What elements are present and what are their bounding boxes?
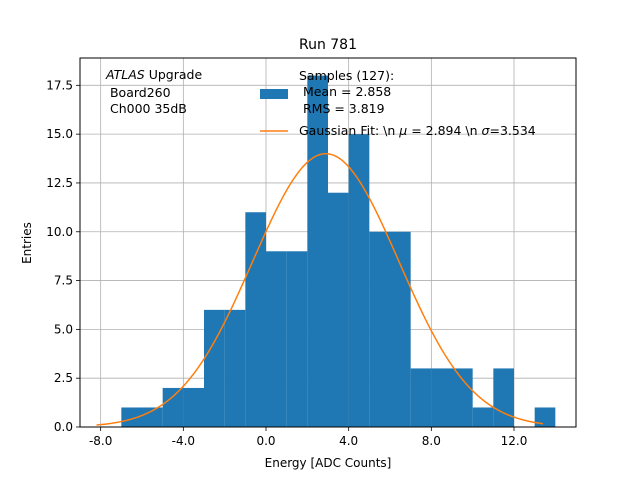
legend-fit-sigma: =3.534 bbox=[489, 123, 535, 138]
histogram-bar bbox=[472, 407, 494, 427]
histogram-bar bbox=[452, 368, 473, 427]
upgrade-label: Upgrade bbox=[145, 67, 203, 82]
x-axis-ticks: -8.0 -4.0 0.0 4.0 8.0 12.0 bbox=[89, 427, 527, 448]
legend: Samples (127): Mean = 2.858 RMS = 3.819 … bbox=[260, 68, 536, 138]
x-tick-label: 8.0 bbox=[422, 434, 441, 448]
atlas-upgrade-text: ATLAS Upgrade bbox=[105, 67, 202, 82]
histogram-bar bbox=[534, 407, 556, 427]
y-tick-label: 15.0 bbox=[46, 127, 73, 141]
y-axis-label: Entries bbox=[20, 222, 34, 264]
legend-fit-mu: = 2.894 \n bbox=[407, 123, 481, 138]
legend-bars-swatch bbox=[260, 89, 288, 99]
histogram-bar bbox=[328, 192, 349, 427]
histogram-bar bbox=[286, 251, 308, 427]
channel-label: Ch000 35dB bbox=[106, 101, 187, 116]
y-tick-label: 7.5 bbox=[54, 274, 73, 288]
y-tick-label: 10.0 bbox=[46, 225, 73, 239]
y-tick-label: 5.0 bbox=[54, 322, 73, 336]
histogram-bar bbox=[121, 407, 142, 427]
x-tick-label: 12.0 bbox=[501, 434, 528, 448]
y-tick-label: 2.5 bbox=[54, 371, 73, 385]
histogram-bar bbox=[369, 231, 390, 427]
histogram-bar bbox=[162, 387, 184, 427]
histogram-bars bbox=[121, 75, 556, 428]
x-axis-label: Energy [ADC Counts] bbox=[265, 456, 392, 470]
histogram-bar bbox=[493, 368, 514, 427]
atlas-annotation: ATLAS Upgrade Board260 Ch000 35dB bbox=[105, 67, 202, 116]
legend-bars-title: Samples (127): bbox=[299, 68, 394, 83]
plot-frame bbox=[79, 57, 577, 428]
histogram-bar bbox=[204, 309, 225, 427]
histogram-bar bbox=[224, 309, 246, 427]
legend-sigma-symbol: σ bbox=[482, 123, 491, 138]
histogram-bar bbox=[142, 407, 163, 427]
histogram-bar bbox=[266, 251, 287, 427]
y-tick-label: 17.5 bbox=[46, 78, 73, 92]
y-tick-label: 12.5 bbox=[46, 176, 73, 190]
y-tick-label: 0.0 bbox=[54, 420, 73, 434]
legend-fit-prefix: Gaussian Fit: \n bbox=[299, 123, 399, 138]
chart-title: Run 781 bbox=[299, 37, 357, 53]
legend-fit-label: Gaussian Fit: \n μ = 2.894 \n σ=3.534 bbox=[299, 123, 536, 138]
legend-bars-rms: RMS = 3.819 bbox=[299, 101, 385, 116]
atlas-label: ATLAS bbox=[105, 67, 145, 82]
y-axis-ticks: 0.0 2.5 5.0 7.5 10.0 12.5 15.0 17.5 bbox=[46, 78, 80, 434]
board-label: Board260 bbox=[106, 85, 171, 100]
legend-mu-symbol: μ bbox=[398, 123, 407, 138]
x-tick-label: 4.0 bbox=[339, 434, 358, 448]
gaussian-fit-curve bbox=[96, 152, 544, 426]
histogram-bar bbox=[183, 387, 204, 427]
legend-bars-mean: Mean = 2.858 bbox=[299, 84, 391, 99]
histogram-bar bbox=[348, 134, 370, 427]
histogram-bar bbox=[307, 75, 328, 428]
histogram-bar bbox=[390, 231, 411, 427]
histogram-bar bbox=[431, 368, 452, 427]
x-tick-label: -4.0 bbox=[172, 434, 195, 448]
x-tick-label: 0.0 bbox=[256, 434, 275, 448]
x-tick-label: -8.0 bbox=[89, 434, 112, 448]
histogram-bar bbox=[245, 212, 266, 427]
histogram-bar bbox=[410, 368, 432, 427]
